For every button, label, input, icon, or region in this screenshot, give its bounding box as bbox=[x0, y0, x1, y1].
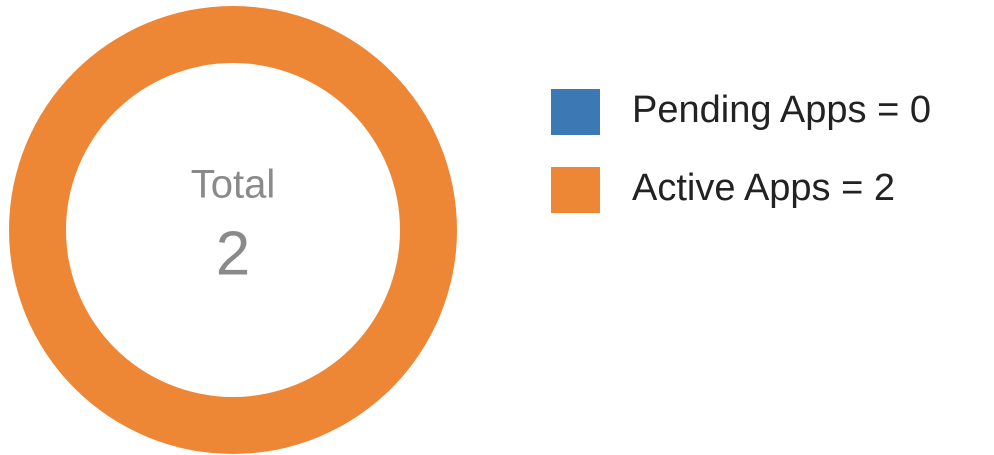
legend-swatch bbox=[551, 89, 600, 135]
legend-label: Active Apps = 2 bbox=[632, 167, 895, 209]
legend-label: Pending Apps = 0 bbox=[632, 89, 931, 131]
legend-swatch bbox=[551, 167, 600, 213]
center-label: Total bbox=[191, 163, 276, 207]
center-total: 2 bbox=[216, 219, 250, 288]
